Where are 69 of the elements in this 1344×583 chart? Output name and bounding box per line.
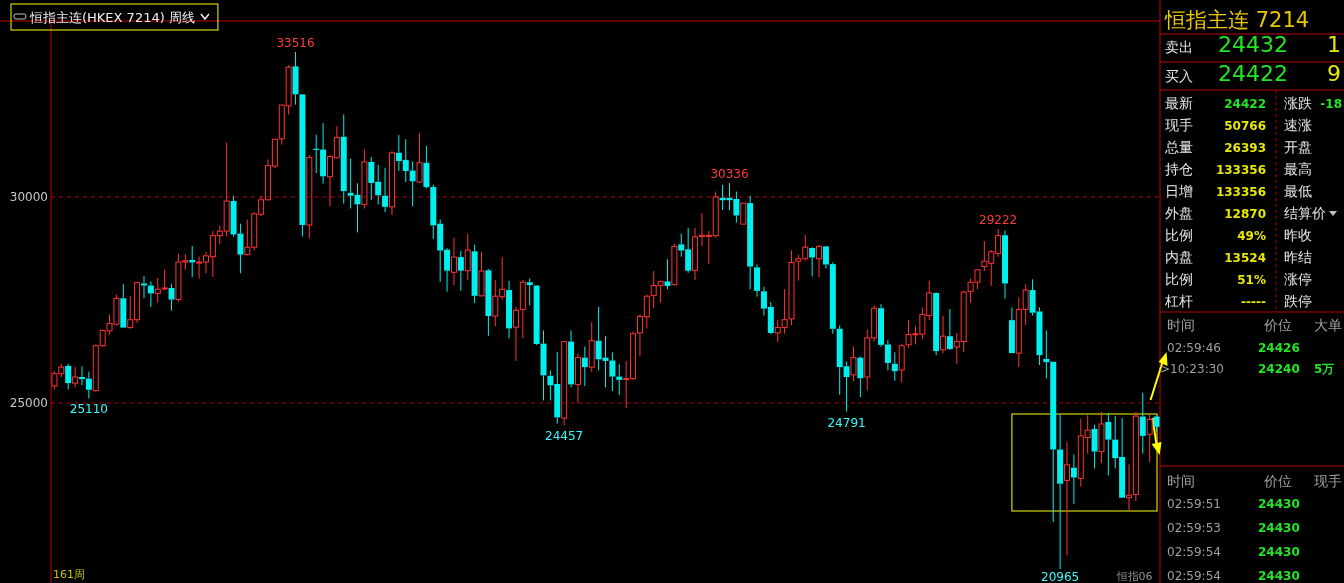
annotation: 30336 (710, 167, 749, 182)
y-tick-label: 30000 (9, 189, 48, 204)
text: 49% (1237, 229, 1266, 243)
text: 比例 (1165, 227, 1193, 243)
text: 02:59:53 (1167, 521, 1221, 535)
text: ----- (1241, 295, 1267, 309)
text: -18 (1320, 97, 1342, 111)
text: 跌停 (1284, 293, 1312, 309)
text: 133356 (1215, 163, 1266, 177)
text: 24430 (1258, 497, 1300, 511)
text: 50766 (1224, 119, 1266, 133)
y-tick-label: 25000 (9, 395, 48, 410)
text: 恒指主连 7214 (1164, 8, 1310, 32)
text: 24432 (1218, 32, 1288, 57)
text: 现手 (1314, 473, 1342, 489)
text: 24422 (1224, 97, 1266, 111)
annotation: 161周 (53, 568, 85, 581)
text: 卖出 (1165, 39, 1193, 55)
text: 涨跌 (1284, 95, 1312, 111)
text: 价位 (1263, 473, 1292, 489)
text: 内盘 (1165, 249, 1193, 265)
text: 日增 (1165, 183, 1193, 199)
annotation: 25110 (69, 402, 108, 417)
text: 涨停 (1284, 271, 1312, 287)
text: 现手 (1165, 117, 1193, 133)
text: 昨结 (1284, 249, 1312, 265)
text: 杠杆 (1164, 293, 1193, 309)
text: 02:59:54 (1167, 545, 1221, 559)
text: 1 (1327, 32, 1341, 57)
text: 12870 (1224, 207, 1266, 221)
text: 昨收 (1284, 227, 1312, 243)
annotation: >10:23:30 (1160, 362, 1224, 376)
annotation: 20965 (1041, 570, 1080, 583)
text: 持仓 (1165, 161, 1193, 177)
text: 开盘 (1284, 139, 1312, 155)
text: 结算价 (1284, 205, 1326, 221)
text: 最低 (1284, 183, 1312, 199)
text: 24240 (1258, 362, 1300, 376)
text: 24426 (1258, 341, 1300, 355)
text: 24430 (1258, 569, 1300, 583)
text: 5万 (1314, 362, 1335, 376)
text: 比例 (1165, 271, 1193, 287)
text: 02:59:46 (1167, 341, 1221, 355)
text: 13524 (1224, 251, 1266, 265)
text: 大单 (1314, 317, 1342, 333)
text: 24430 (1258, 545, 1300, 559)
text: 价位 (1263, 317, 1292, 333)
text: 133356 (1215, 185, 1266, 199)
chart-title: 恒指主连(HKEX 7214) 周线 (29, 10, 195, 25)
text: 买入 (1165, 68, 1193, 84)
text: 外盘 (1165, 205, 1193, 221)
text: 26393 (1224, 141, 1266, 155)
text: 24422 (1218, 61, 1288, 86)
annotation: 恒指06 (1115, 570, 1153, 583)
text: 51% (1237, 273, 1266, 287)
text: 时间 (1167, 473, 1195, 489)
text: 02:59:51 (1167, 497, 1221, 511)
annotation: 24791 (827, 415, 866, 430)
annotation: 33516 (276, 36, 315, 51)
annotation: 29222 (979, 212, 1018, 227)
annotation: 24457 (545, 429, 584, 444)
text: 最高 (1284, 161, 1312, 177)
text: 速涨 (1284, 117, 1312, 133)
text: 02:59:54 (1167, 569, 1221, 583)
text: 24430 (1258, 521, 1300, 535)
text: 时间 (1167, 317, 1195, 333)
text: 最新 (1165, 95, 1193, 111)
text: 9 (1327, 61, 1341, 86)
text: 总量 (1164, 139, 1193, 155)
